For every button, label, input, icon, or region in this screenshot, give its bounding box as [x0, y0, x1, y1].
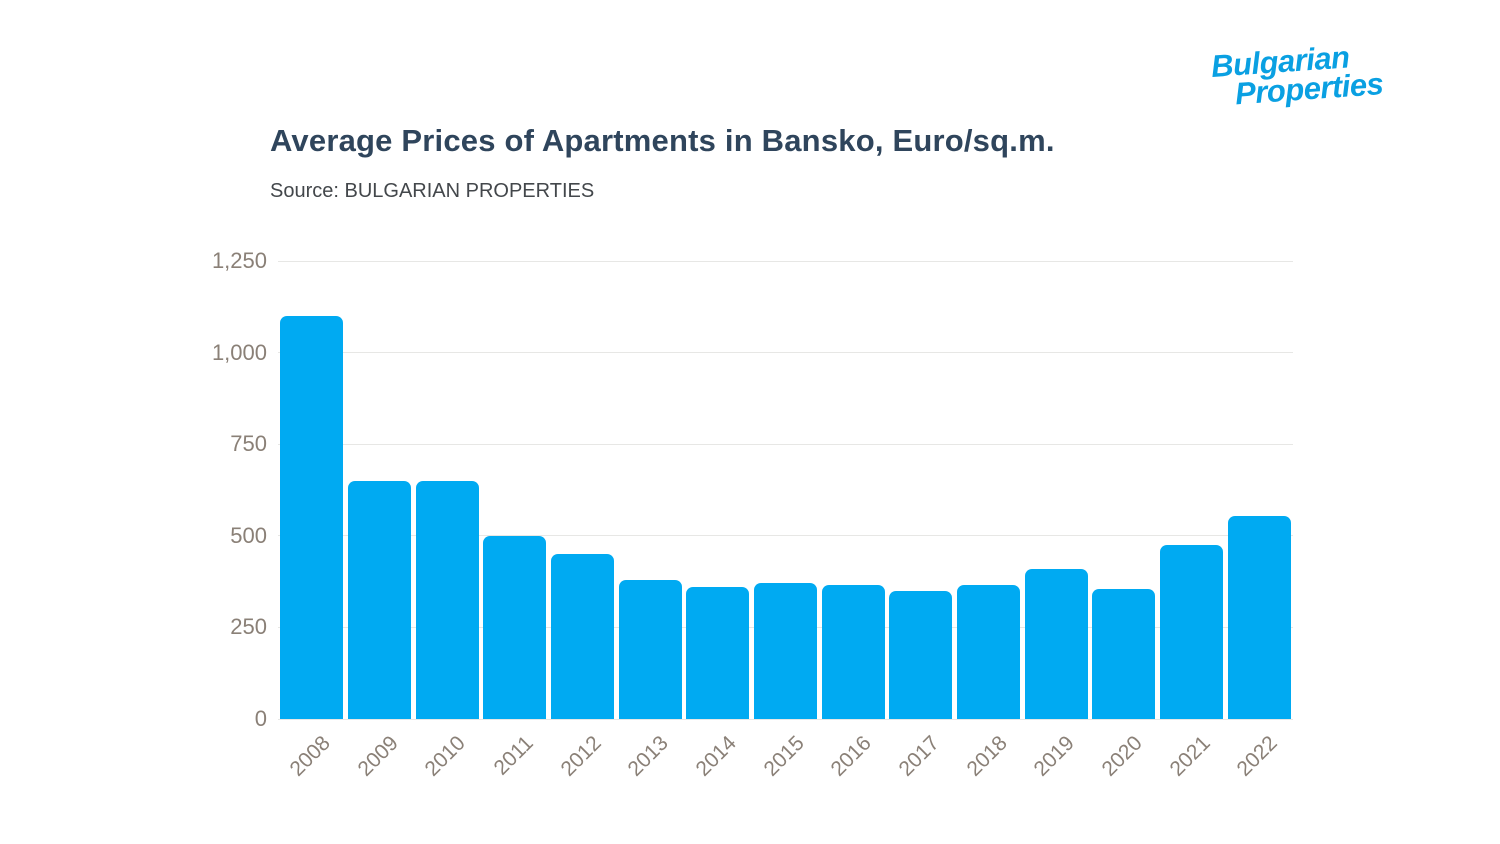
- y-tick-label: 1,000: [211, 339, 267, 365]
- bar-2015: [754, 583, 817, 719]
- bar-2022: [1227, 515, 1291, 719]
- x-tick-label-2014: 2014: [691, 731, 741, 781]
- bar-2020: [1092, 588, 1156, 719]
- x-tick-label-2013: 2013: [623, 731, 673, 781]
- bar-chart: [278, 260, 1293, 720]
- bar-2010: [415, 480, 479, 719]
- bar-2011: [483, 535, 547, 719]
- bar-2012: [551, 554, 614, 719]
- bar-2014: [686, 587, 750, 719]
- gridline-0: [278, 718, 1293, 720]
- gridline-750: [278, 443, 1293, 445]
- bar-2021: [1160, 545, 1223, 719]
- x-tick-label-2019: 2019: [1029, 731, 1079, 781]
- x-tick-label-2011: 2011: [489, 731, 538, 780]
- x-tick-label-2008: 2008: [285, 731, 335, 781]
- bar-2017: [889, 590, 953, 719]
- x-tick-label-2009: 2009: [352, 731, 403, 781]
- gridline-500: [278, 535, 1293, 537]
- x-tick-label-2017: 2017: [894, 731, 944, 781]
- x-tick-label-2012: 2012: [555, 731, 606, 781]
- y-tick-label: 750: [230, 431, 267, 457]
- x-tick-label-2010: 2010: [420, 731, 470, 781]
- gridline-1000: [278, 352, 1293, 354]
- bar-2008: [280, 316, 344, 719]
- y-tick-label: 250: [230, 614, 267, 640]
- bar-2009: [348, 480, 411, 719]
- y-tick-label: 0: [254, 706, 267, 731]
- y-tick-label: 1,250: [211, 248, 267, 273]
- chart-source: Source: BULGARIAN PROPERTIES: [270, 180, 595, 202]
- bar-2016: [821, 585, 885, 719]
- x-tick-label-2018: 2018: [961, 731, 1012, 781]
- x-tick-label-2015: 2015: [758, 731, 809, 781]
- y-tick-label: 500: [230, 522, 267, 548]
- x-tick-label-2020: 2020: [1097, 731, 1147, 781]
- x-tick-label-2022: 2022: [1232, 731, 1282, 781]
- logo-line-2: Properties: [1233, 66, 1385, 112]
- gridline-1250: [278, 260, 1293, 262]
- x-tick-label-2021: 2021: [1164, 731, 1215, 781]
- chart-title: Average Prices of Apartments in Bansko, …: [270, 123, 1055, 158]
- bar-2013: [618, 579, 682, 719]
- bulgarian-properties-logo: Bulgarian Properties: [1210, 39, 1385, 112]
- bar-2019: [1024, 568, 1088, 719]
- bar-2018: [957, 585, 1020, 719]
- x-tick-label-2016: 2016: [826, 731, 876, 781]
